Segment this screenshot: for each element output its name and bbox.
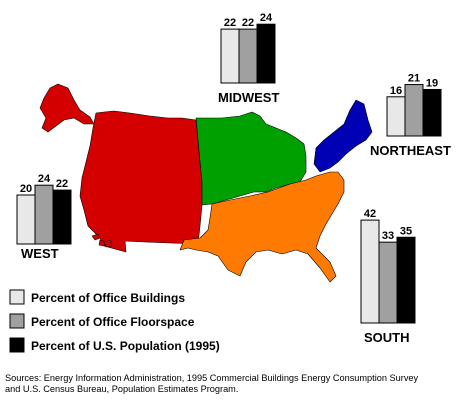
bar-west-2 — [53, 190, 71, 244]
legend-swatch-floorspace — [10, 314, 24, 328]
bar-midwest-1 — [239, 29, 257, 83]
sources-line-2: and U.S. Census Bureau, Population Estim… — [5, 384, 238, 394]
bar-group-midwest: 22 22 24 — [221, 12, 275, 83]
legend-swatch-population — [10, 338, 24, 352]
bar-south-2 — [397, 237, 415, 323]
bar-value-west-1: 24 — [38, 173, 51, 185]
bar-south-0 — [361, 220, 379, 323]
bar-value-midwest-2: 24 — [260, 12, 273, 24]
bar-value-northeast-0: 16 — [390, 85, 402, 97]
bar-northeast-1 — [405, 85, 423, 136]
bar-west-0 — [17, 195, 35, 244]
bar-value-west-0: 20 — [20, 183, 32, 195]
sources-line-1: Sources: Energy Information Administrati… — [5, 373, 419, 383]
bar-group-south: 42 33 35 — [361, 208, 415, 323]
region-west-contiguous — [80, 111, 202, 252]
bar-northeast-0 — [387, 97, 405, 136]
bar-midwest-0 — [221, 29, 239, 83]
region-label-south: SOUTH — [364, 330, 410, 345]
bar-value-west-2: 22 — [56, 178, 68, 190]
bar-value-midwest-1: 22 — [242, 17, 254, 29]
bar-value-south-2: 35 — [400, 225, 412, 237]
bar-northeast-2 — [423, 89, 441, 136]
bar-value-south-0: 42 — [364, 208, 376, 220]
us-map — [40, 84, 372, 282]
region-label-west: WEST — [21, 246, 59, 261]
bar-west-1 — [35, 185, 53, 244]
bar-value-south-1: 33 — [382, 230, 394, 242]
legend-label-population: Percent of U.S. Population (1995) — [31, 339, 220, 353]
legend-swatch-buildings — [10, 290, 24, 304]
region-northeast — [314, 100, 372, 172]
bar-value-midwest-0: 22 — [224, 17, 236, 29]
bar-group-west: 20 24 22 — [17, 173, 71, 244]
region-label-midwest: MIDWEST — [218, 90, 279, 105]
region-label-northeast: NORTHEAST — [370, 143, 451, 158]
bar-value-northeast-2: 19 — [426, 77, 438, 89]
bar-group-northeast: 16 21 19 — [387, 73, 441, 136]
bar-value-northeast-1: 21 — [408, 73, 420, 85]
legend-label-floorspace: Percent of Office Floorspace — [31, 315, 195, 329]
legend: Percent of Office Buildings Percent of O… — [10, 290, 220, 353]
bar-midwest-2 — [257, 24, 275, 83]
bar-south-1 — [379, 242, 397, 323]
legend-label-buildings: Percent of Office Buildings — [31, 291, 185, 305]
region-west-alaska — [40, 84, 94, 132]
